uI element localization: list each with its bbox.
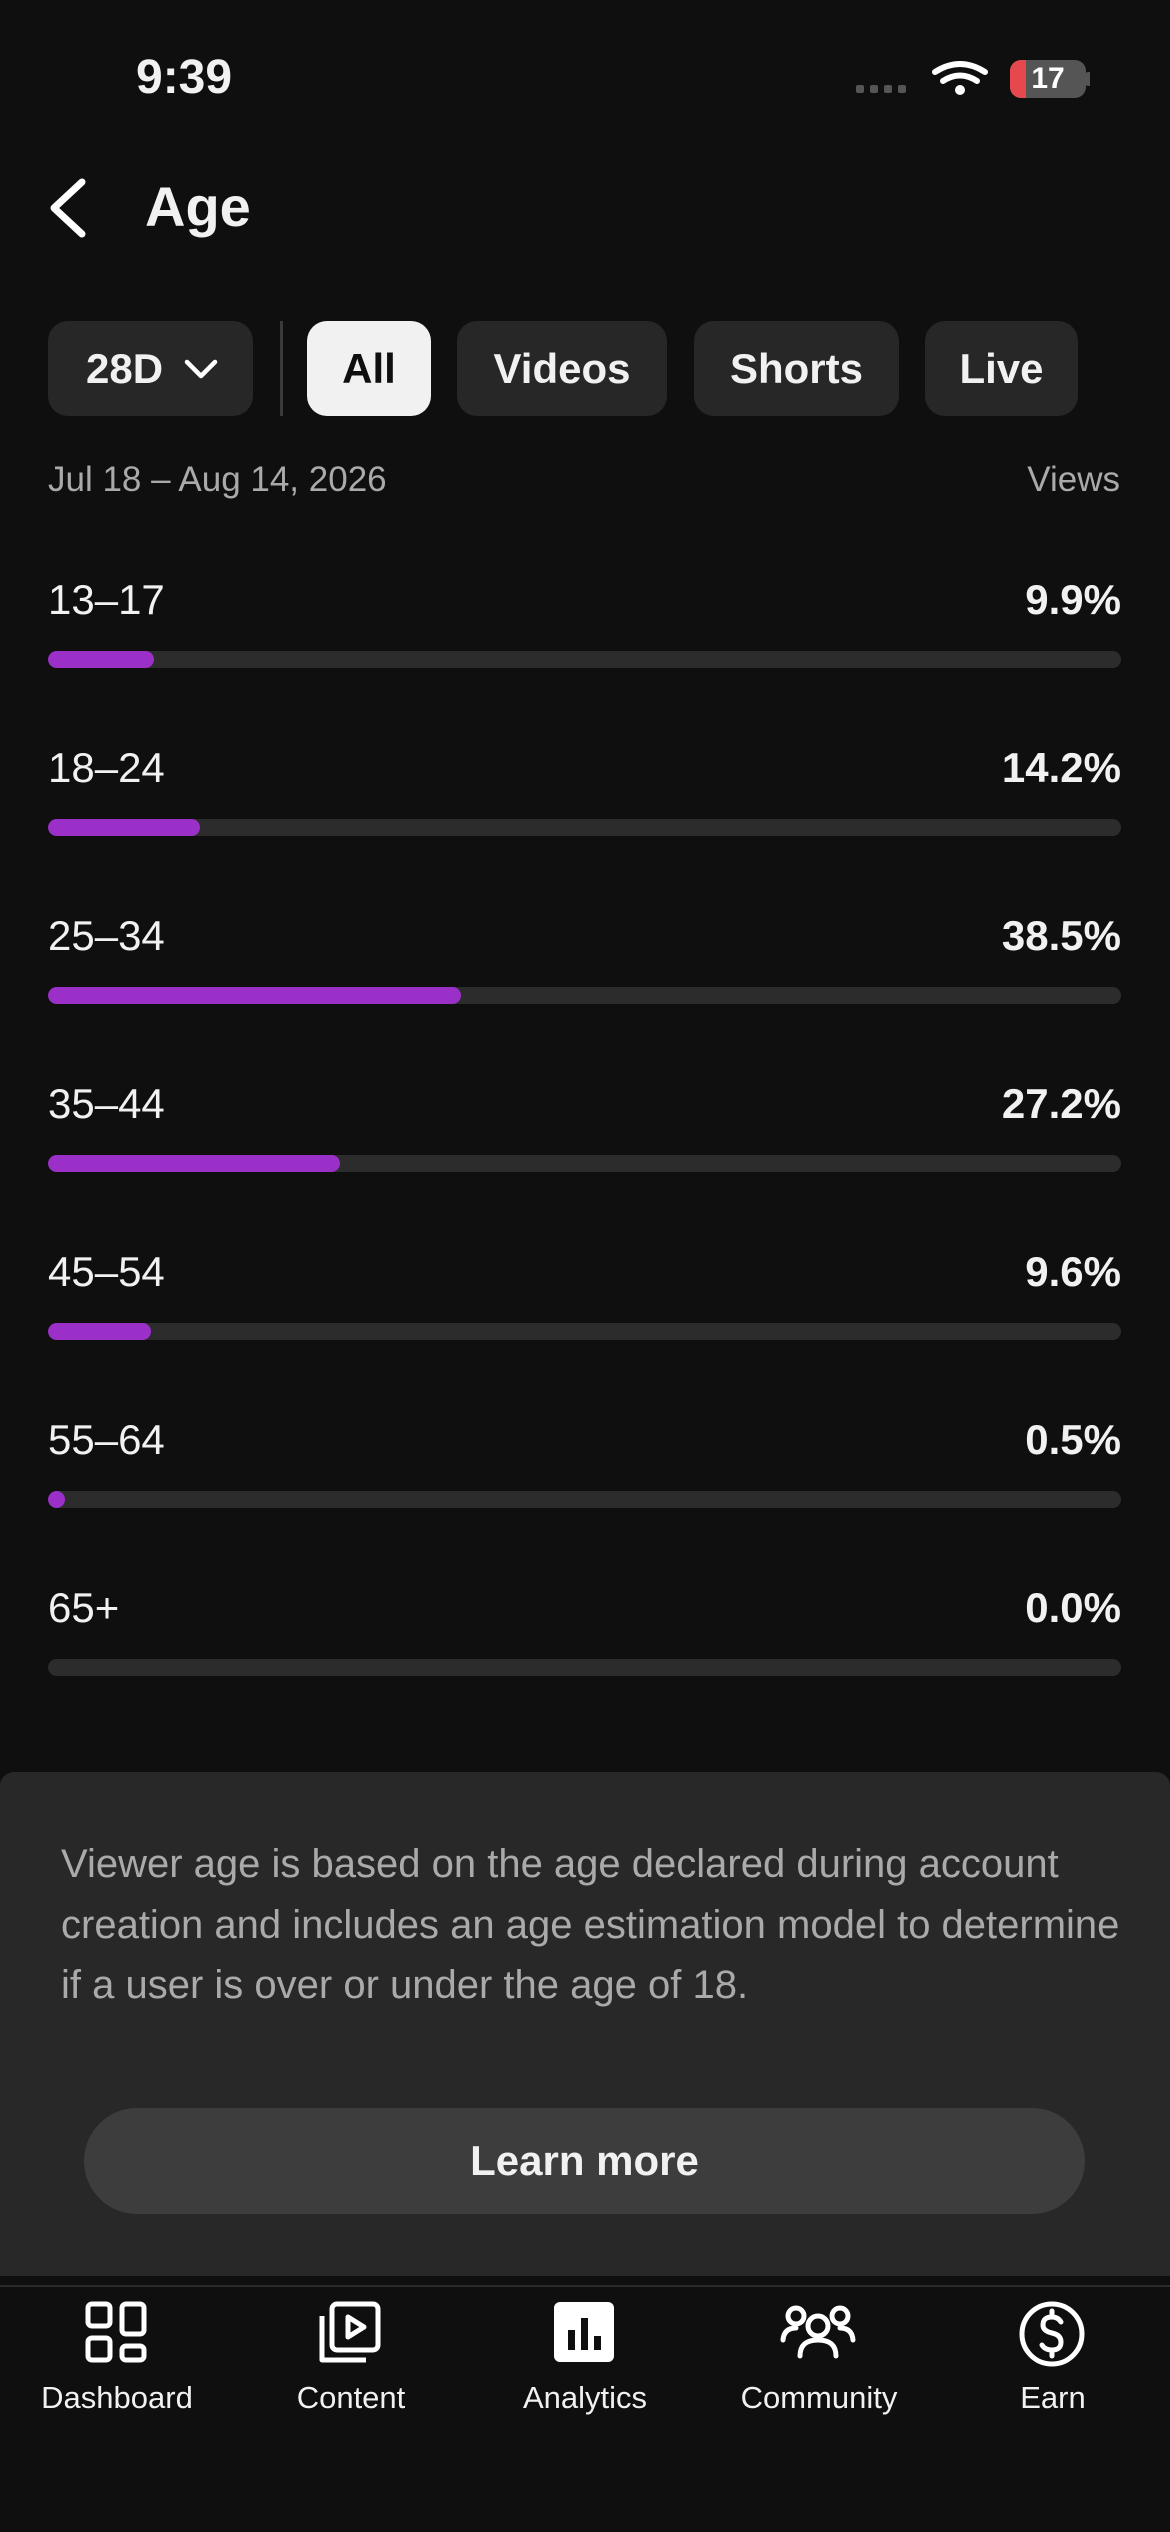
value-label: 9.6% bbox=[1025, 1248, 1121, 1295]
bar-track bbox=[48, 987, 1121, 1004]
nav-item[interactable]: Community bbox=[740, 2380, 898, 2415]
filter-chip[interactable]: Shorts bbox=[694, 321, 899, 416]
period-dropdown[interactable]: 28D bbox=[48, 321, 253, 416]
value-label: 27.2% bbox=[1001, 1080, 1121, 1127]
age-label: 45–54 bbox=[48, 1248, 165, 1295]
metric-label: Views bbox=[1027, 460, 1120, 499]
status-icons bbox=[856, 60, 1090, 98]
bar bbox=[48, 819, 201, 836]
age-label: 18–24 bbox=[48, 744, 165, 791]
age-label: 13–17 bbox=[48, 576, 165, 623]
period-label: 28D bbox=[86, 344, 164, 392]
nav-item[interactable]: Content bbox=[296, 2380, 406, 2415]
date-range: Jul 18 – Aug 14, 2026 bbox=[48, 460, 387, 499]
learn-more-button[interactable]: Learn more bbox=[84, 2108, 1085, 2214]
age-label: 35–44 bbox=[48, 1080, 165, 1127]
filter-chip[interactable]: All bbox=[307, 321, 431, 416]
nav-item[interactable]: Analytics bbox=[522, 2380, 648, 2415]
value-label: 0.5% bbox=[1025, 1416, 1121, 1463]
battery-level: 17 bbox=[1031, 62, 1065, 95]
bar-track bbox=[48, 1491, 1121, 1508]
nav-item[interactable]: Dashboard bbox=[41, 2380, 193, 2415]
value-label: 9.9% bbox=[1025, 576, 1121, 623]
bar-track bbox=[48, 1155, 1121, 1172]
info-text: Viewer age is based on the age declared … bbox=[61, 1842, 1120, 2007]
bar-track bbox=[48, 651, 1121, 668]
nav-item[interactable]: Earn bbox=[1020, 2380, 1086, 2415]
status-time: 9:39 bbox=[136, 51, 233, 104]
content-icon bbox=[319, 2301, 381, 2363]
filter-chip[interactable]: Live bbox=[925, 321, 1078, 416]
value-label: 14.2% bbox=[1001, 744, 1121, 791]
chevron bbox=[184, 359, 218, 378]
earn-icon bbox=[1019, 2301, 1085, 2367]
bar bbox=[48, 1323, 151, 1340]
bar-track bbox=[48, 819, 1121, 836]
bar bbox=[48, 1491, 65, 1508]
community-icon bbox=[780, 2305, 856, 2359]
age-label: 55–64 bbox=[48, 1416, 165, 1463]
page-title: Age bbox=[145, 175, 251, 238]
age-label: 65+ bbox=[48, 1584, 120, 1631]
bar bbox=[48, 1155, 340, 1172]
bar-track bbox=[48, 1323, 1121, 1340]
filter-chip[interactable]: Videos bbox=[457, 321, 667, 416]
back-button[interactable] bbox=[44, 176, 94, 240]
age-label: 25–34 bbox=[48, 912, 165, 959]
dashboard-icon bbox=[85, 2301, 147, 2363]
bar-track bbox=[48, 1659, 1121, 1676]
value-label: 0.0% bbox=[1025, 1584, 1121, 1631]
bar bbox=[48, 651, 155, 668]
divider bbox=[280, 321, 283, 416]
nav-separator bbox=[0, 2285, 1170, 2287]
value-label: 38.5% bbox=[1001, 912, 1121, 959]
bar bbox=[48, 987, 462, 1004]
analytics-icon bbox=[554, 2302, 614, 2362]
